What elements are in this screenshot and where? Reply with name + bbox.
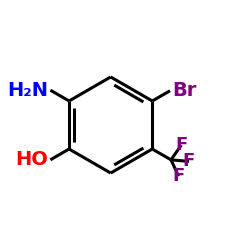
- Text: HO: HO: [15, 150, 48, 169]
- Text: H₂N: H₂N: [7, 81, 48, 100]
- Text: F: F: [172, 167, 185, 185]
- Text: F: F: [183, 152, 195, 170]
- Text: Br: Br: [172, 81, 197, 100]
- Text: F: F: [175, 136, 188, 154]
